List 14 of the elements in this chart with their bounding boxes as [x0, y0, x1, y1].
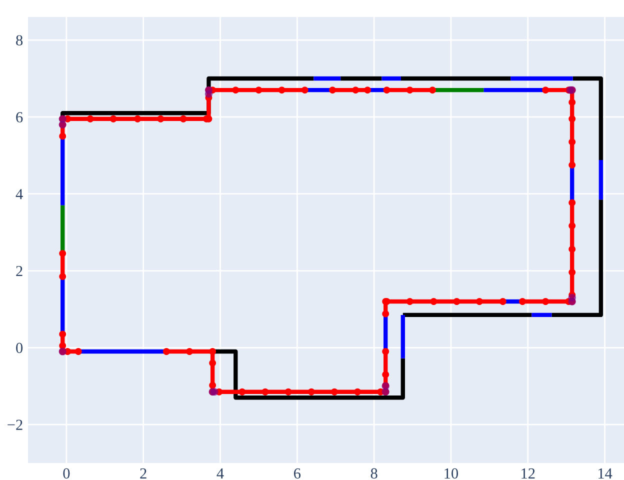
y-tick-label: 4	[16, 189, 23, 200]
x-tick-label: 14	[598, 468, 612, 478]
y-tick-label: 0	[16, 342, 23, 354]
x-tick-label: 6	[294, 468, 301, 479]
x-tick-label: 2	[140, 468, 146, 478]
x-tick-label: 8	[370, 468, 378, 479]
x-tick-label: 12	[522, 468, 535, 478]
y-tick-label: 2	[16, 266, 22, 276]
x-tick-label: 10	[444, 468, 458, 479]
x-tick-label: 0	[63, 468, 70, 479]
x-tick-label: 4	[216, 468, 224, 478]
y-tick-label: 8	[16, 35, 23, 46]
y-tick-label: −2	[8, 420, 22, 430]
y-tick-label: 6	[16, 112, 23, 122]
